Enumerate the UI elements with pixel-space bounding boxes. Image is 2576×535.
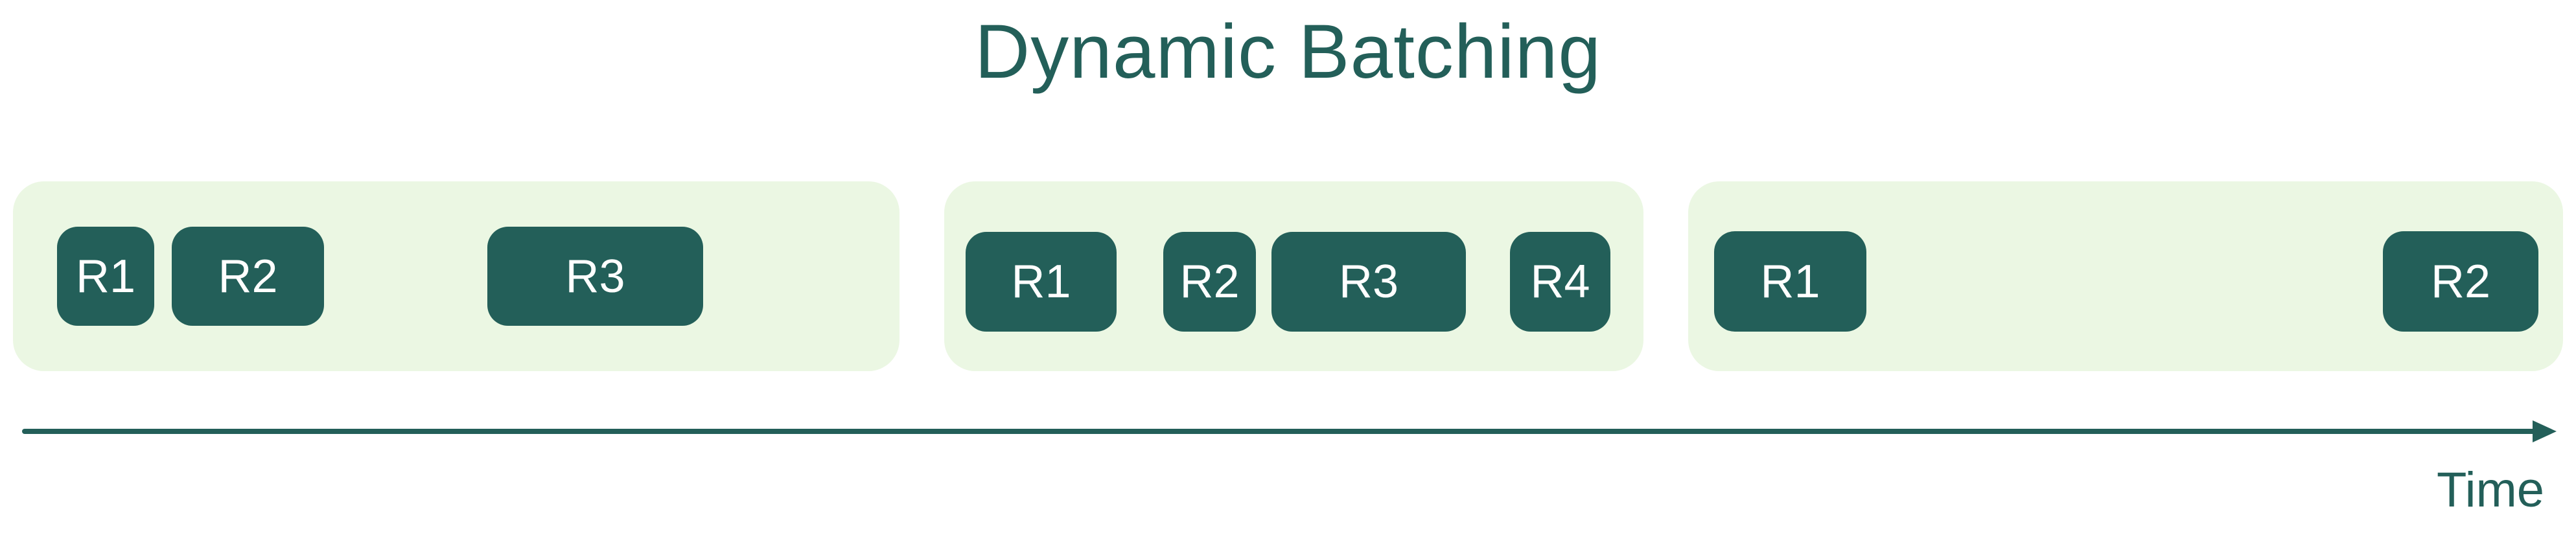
batch-2-request-r1: R1 bbox=[966, 232, 1117, 332]
batch-2-request-r3: R3 bbox=[1271, 232, 1466, 332]
batch-group-1 bbox=[13, 181, 899, 371]
arrow-right-icon bbox=[2533, 420, 2557, 442]
batch-1-request-r3: R3 bbox=[487, 227, 703, 326]
batch-1-request-r1: R1 bbox=[57, 227, 154, 326]
axis-label: Time bbox=[2437, 462, 2545, 518]
batch-3-request-r2: R2 bbox=[2383, 231, 2538, 332]
batch-2-request-r4: R4 bbox=[1510, 232, 1610, 332]
batch-3-request-r1: R1 bbox=[1714, 231, 1866, 332]
batch-1-request-r2: R2 bbox=[172, 227, 324, 326]
batch-2-request-r2: R2 bbox=[1163, 232, 1256, 332]
diagram-title: Dynamic Batching bbox=[975, 9, 1601, 95]
